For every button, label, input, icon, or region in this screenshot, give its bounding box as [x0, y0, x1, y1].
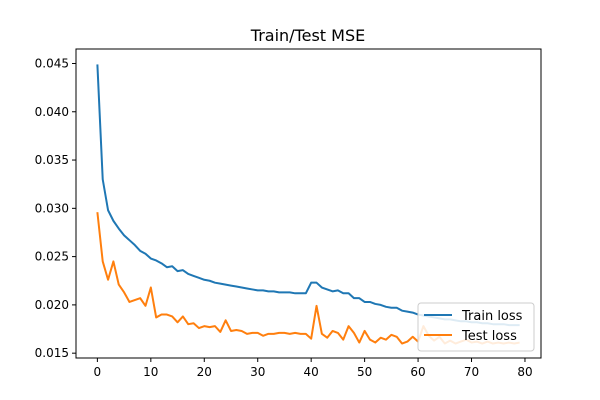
axes-frame [75, 48, 542, 359]
x-tick-label: 50 [357, 365, 372, 379]
plot-area: 0 10 20 30 40 50 60 70 80 0.0150.0200.0250.0300.… [35, 48, 542, 379]
x-axis: 0 10 20 30 40 50 60 70 80 [94, 358, 533, 379]
x-tick-label: 10 [143, 365, 158, 379]
legend-label-test-loss: Test loss [461, 329, 517, 344]
x-tick-label: 40 [304, 365, 319, 379]
y-tick-label: 0.020 [35, 298, 69, 312]
x-tick-label: 80 [517, 365, 532, 379]
x-tick-label: 70 [464, 365, 479, 379]
y-tick-label: 0.015 [35, 346, 69, 360]
y-tick-label: 0.045 [35, 56, 69, 70]
legend: Train loss Test loss [417, 302, 535, 352]
y-tick-label: 0.035 [35, 153, 69, 167]
y-tick-label: 0.025 [35, 250, 69, 264]
x-tick-label: 30 [250, 365, 265, 379]
y-tick-label: 0.040 [35, 105, 69, 119]
x-tick-label: 20 [197, 365, 212, 379]
chart-title: Train/Test MSE [250, 26, 365, 45]
x-tick-label: 60 [410, 365, 425, 379]
x-tick-label: 0 [94, 365, 102, 379]
y-tick-label: 0.030 [35, 201, 69, 215]
legend-label-train-loss: Train loss [461, 309, 523, 324]
y-axis: 0.015 0.020 0.025 0.030 0.035 0.040 0.045 [35, 56, 76, 360]
